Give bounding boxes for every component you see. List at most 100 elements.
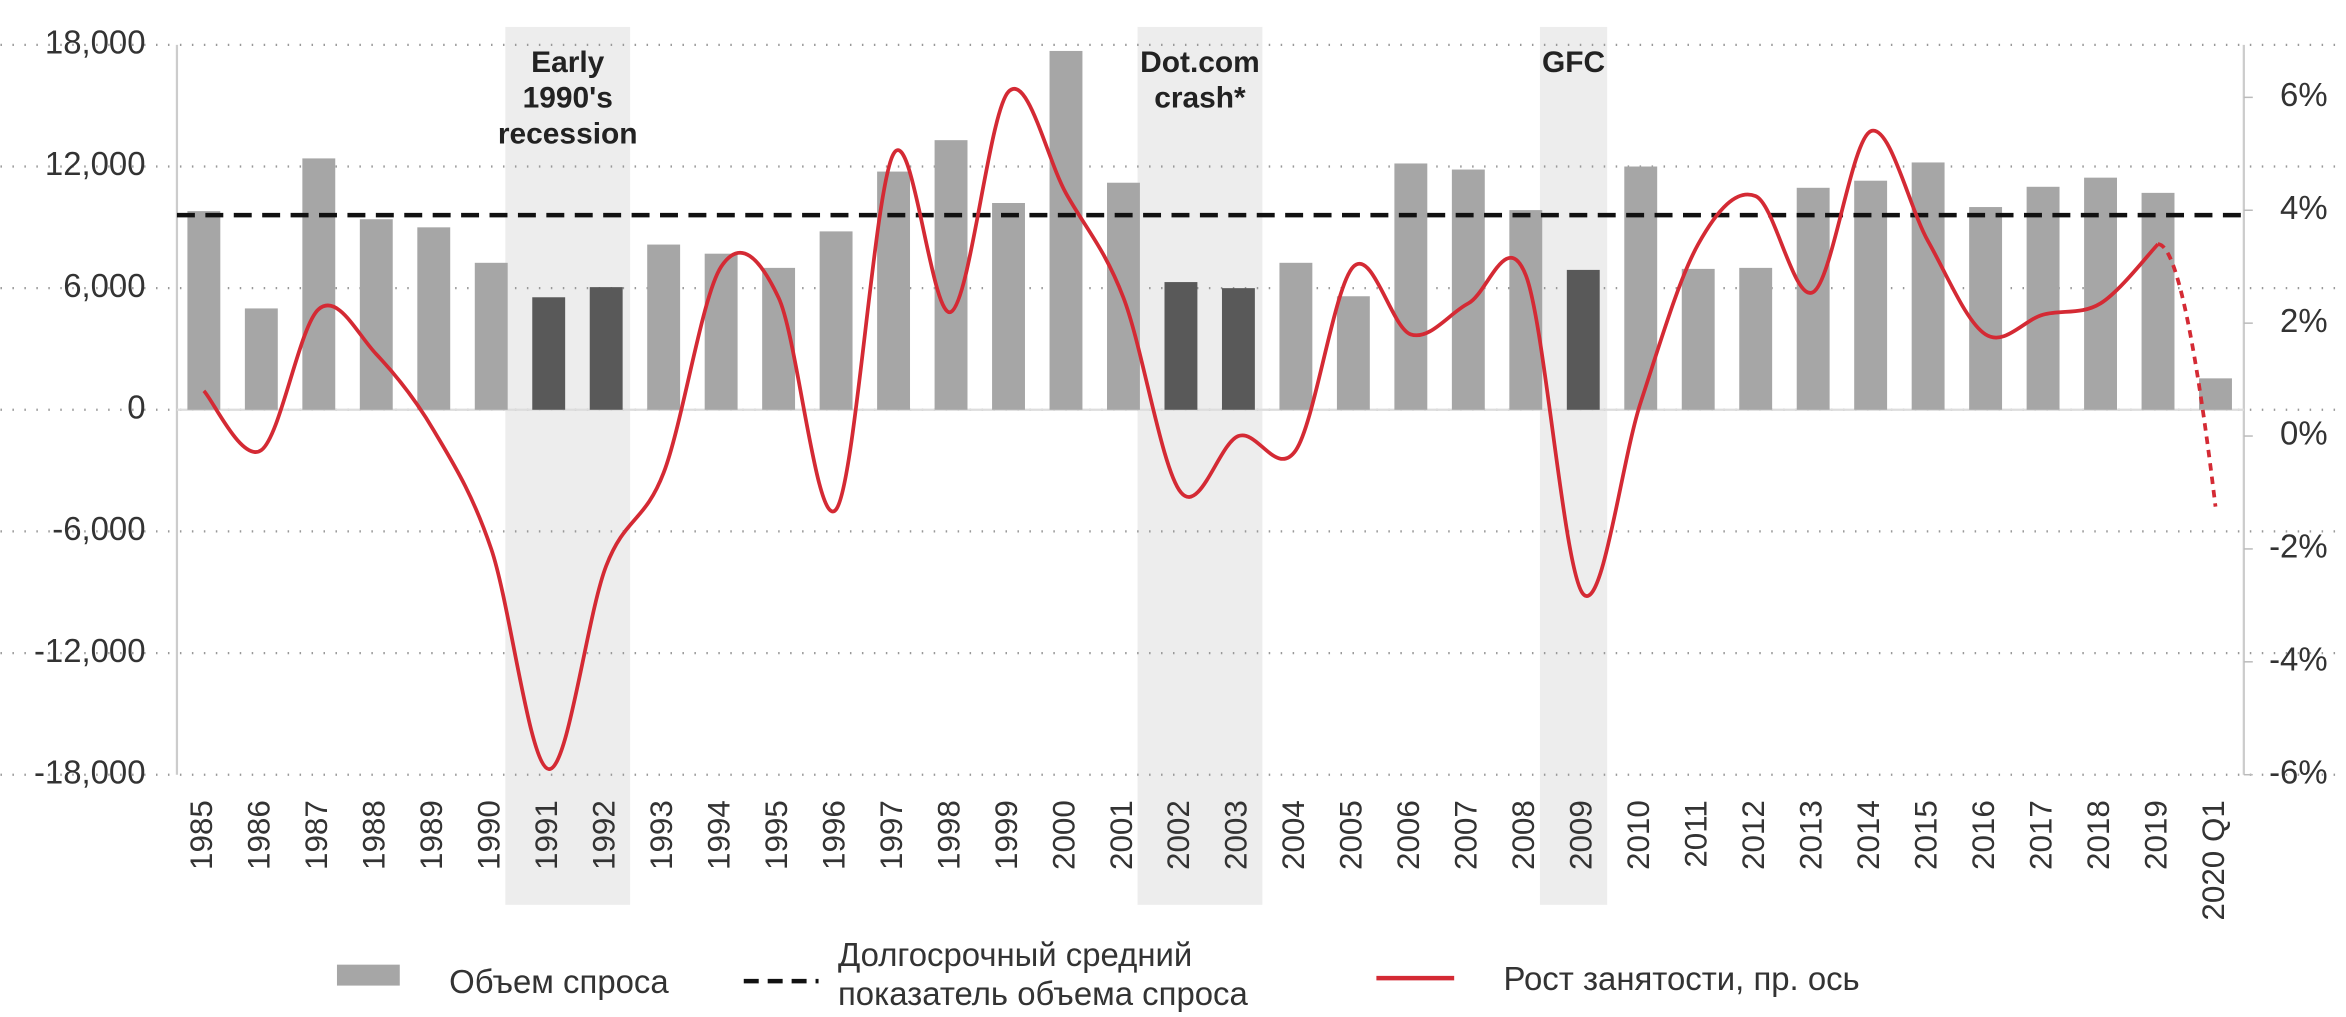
y2-tick-label: 4% [2280, 189, 2328, 226]
line-dashed-segment [2157, 242, 2218, 507]
x-tick-label: 1988 [357, 800, 392, 870]
bar [302, 158, 336, 410]
legend-label: Объем спроса [449, 963, 669, 1000]
x-tick-label: 1985 [184, 800, 219, 870]
x-tick-label: 2012 [1736, 800, 1771, 870]
x-tick-label: 2009 [1564, 800, 1599, 870]
x-tick-label: 1987 [299, 800, 334, 870]
x-tick-label: 2007 [1449, 800, 1484, 870]
bar [474, 262, 508, 410]
x-tick-label: 1991 [529, 800, 564, 870]
x-tick-label: 2014 [1851, 800, 1886, 870]
x-tick-label: 1996 [816, 800, 851, 870]
bar [934, 140, 968, 410]
bar [819, 231, 853, 410]
bar [1739, 267, 1773, 410]
legend-label-wrap: Долгосрочный средний показатель объема с… [837, 936, 1248, 1013]
legend-label: Рост занятости, пр. ось [1504, 960, 1860, 997]
bar [704, 253, 738, 410]
shaded-region [1539, 26, 1608, 905]
y2-tick-label: -6% [2269, 753, 2328, 790]
region-label-line: 1990's [523, 82, 613, 115]
x-tick-label: 1998 [931, 800, 966, 870]
y2-tick-label: 2% [2280, 302, 2328, 339]
bar [1796, 187, 1830, 410]
shaded-region [1137, 26, 1263, 905]
bar [1336, 296, 1370, 410]
y-tick-label: -18,000 [34, 753, 146, 790]
x-tick-label: 2017 [2023, 800, 2058, 870]
x-tick-label: 1990 [472, 800, 507, 870]
bar [1911, 162, 1945, 410]
x-tick-label: 2001 [1104, 800, 1139, 870]
x-tick-label: 1986 [242, 800, 277, 870]
region-label: Early 1990's recession [498, 46, 638, 151]
x-tick-label: 2000 [1046, 800, 1081, 870]
x-tick-label: 1999 [989, 800, 1024, 870]
x-tick-label: 1997 [874, 800, 909, 870]
bar [1969, 207, 2003, 410]
legend-label: Долгосрочный средний показатель объема с… [837, 936, 1248, 1013]
region-label: GFC [1542, 46, 1605, 79]
bar [877, 171, 911, 410]
y-tick-label: 12,000 [45, 145, 146, 182]
region-label-line: crash* [1154, 82, 1246, 115]
x-tick-label: 2005 [1334, 800, 1369, 870]
line [202, 87, 2160, 771]
bar [1681, 268, 1715, 410]
bar [1624, 166, 1658, 410]
y-tick-label: -6,000 [52, 510, 145, 547]
x-tick-label: 2002 [1161, 800, 1196, 870]
region-label-line: Early [531, 46, 605, 79]
x-tick-label: 2013 [1793, 800, 1828, 870]
legend-swatch [336, 964, 400, 986]
bar [1394, 163, 1428, 410]
y2-tick-label: -2% [2269, 528, 2328, 565]
x-tick-label: 2003 [1219, 800, 1254, 870]
x-tick-label: 2015 [1908, 800, 1943, 870]
y2-tick-label: -4% [2269, 641, 2328, 678]
bar [1049, 50, 1083, 410]
bar [647, 244, 681, 410]
bar [187, 211, 221, 410]
bar [244, 308, 278, 410]
bar [1509, 210, 1543, 410]
bar [992, 203, 1025, 410]
bar [2026, 186, 2060, 410]
x-tick-label: 2020 Q1 [2196, 800, 2231, 920]
bar [2141, 192, 2175, 410]
bar [532, 297, 566, 410]
region-label-line: Dot.com [1140, 46, 1260, 79]
x-tick-label: 1994 [701, 800, 736, 870]
x-tick-label: 2018 [2081, 800, 2116, 870]
x-tick-label: 2011 [1679, 800, 1714, 868]
bar [1221, 288, 1255, 410]
x-tick-label: 2004 [1276, 800, 1311, 870]
x-tick-label: 2008 [1506, 800, 1541, 870]
x-tick-label: 1993 [644, 800, 679, 870]
y2-tick-label: 0% [2280, 415, 2328, 452]
x-tick-label: 1992 [586, 800, 621, 870]
bar [1854, 180, 1888, 410]
region-label-line: recession [498, 118, 638, 151]
bar [589, 287, 623, 410]
x-tick-label: 2019 [2138, 800, 2173, 870]
y-tick-label: 6,000 [63, 267, 145, 304]
x-tick-label: 2006 [1391, 800, 1426, 870]
region-label-line: GFC [1542, 46, 1605, 79]
bar [1279, 262, 1313, 410]
y-tick-label: -12,000 [34, 632, 146, 669]
shaded-region [505, 26, 631, 905]
x-tick-label: 1989 [414, 800, 449, 870]
x-tick-label: 2016 [1966, 800, 2001, 870]
bar [359, 219, 393, 410]
bar [417, 227, 451, 410]
bar [2199, 378, 2232, 410]
y-tick-label: 0 [127, 388, 145, 425]
y2-tick-label: 6% [2280, 76, 2328, 113]
x-tick-label: 1995 [759, 800, 794, 870]
bar [1566, 269, 1600, 410]
region-label: Dot.com crash* [1140, 46, 1260, 115]
